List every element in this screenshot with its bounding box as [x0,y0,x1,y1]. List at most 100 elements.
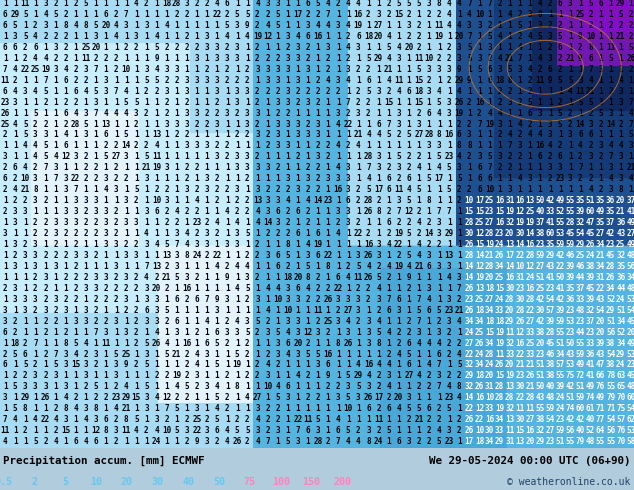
Text: 1: 1 [568,10,573,19]
Text: 2: 2 [33,21,37,30]
Text: 8: 8 [63,339,68,347]
Text: 1: 1 [164,32,169,41]
Text: 5: 5 [457,361,462,369]
Text: 2: 2 [31,477,37,487]
Text: 6: 6 [295,207,300,216]
Text: 2: 2 [215,196,219,205]
Text: 3: 3 [184,426,189,435]
Text: 1: 1 [326,393,330,402]
Text: 1: 1 [285,76,290,85]
Text: 25: 25 [192,415,202,424]
Text: 1: 1 [235,306,240,315]
Text: 3: 3 [104,328,108,337]
Text: 1: 1 [134,163,139,172]
Text: 2: 2 [174,10,179,19]
Text: 1: 1 [326,120,330,128]
Text: 1: 1 [578,0,583,8]
Text: 2: 2 [13,174,18,183]
Text: 7: 7 [396,207,401,216]
Text: 3: 3 [275,339,280,347]
Text: 3: 3 [295,76,300,85]
Text: 4: 4 [84,339,88,347]
Text: 31: 31 [485,382,494,392]
Text: 11: 11 [313,306,323,315]
Text: 1: 1 [376,43,381,52]
Text: 26: 26 [495,361,504,369]
Text: 7: 7 [467,32,472,41]
Text: 4: 4 [215,382,219,392]
Text: 29: 29 [616,349,625,359]
Text: 1: 1 [366,218,371,227]
Text: 6: 6 [215,328,219,337]
Text: 15: 15 [414,76,424,85]
Text: 14: 14 [475,251,484,260]
Text: 35: 35 [576,196,585,205]
Text: 21: 21 [414,415,424,424]
Text: 4: 4 [23,163,27,172]
Text: 1: 1 [104,404,108,413]
Text: 32: 32 [505,218,514,227]
Text: 1: 1 [104,98,108,107]
Text: 2: 2 [396,339,401,347]
Text: 1: 1 [618,109,623,118]
Text: 12: 12 [263,32,272,41]
Text: 1: 1 [386,142,391,150]
Text: 27: 27 [526,317,534,326]
Text: 1: 1 [215,284,219,293]
Text: 3: 3 [3,152,8,161]
Text: 1: 1 [336,65,340,74]
Text: 3: 3 [164,120,169,128]
Text: 3: 3 [144,207,149,216]
Text: 2: 2 [195,207,199,216]
Text: 2: 2 [376,404,381,413]
Text: 4: 4 [618,142,623,150]
Text: 4: 4 [174,207,179,216]
Text: 1: 1 [275,273,280,282]
Text: 4: 4 [497,32,502,41]
Text: 4: 4 [104,109,108,118]
Text: 14: 14 [606,120,615,128]
Text: 23: 23 [1,98,10,107]
Text: 1: 1 [507,32,512,41]
Text: 9: 9 [548,76,552,85]
Text: 1: 1 [225,251,230,260]
Text: 6: 6 [366,76,371,85]
Text: 5: 5 [124,130,129,140]
Text: 6: 6 [154,207,158,216]
Text: 2: 2 [144,109,149,118]
Text: 2: 2 [346,142,351,150]
Text: 28: 28 [505,393,514,402]
Text: 1: 1 [427,185,431,194]
Text: 1: 1 [225,349,230,359]
Text: 4: 4 [154,393,158,402]
Text: 1: 1 [84,10,88,19]
Text: 3: 3 [53,163,58,172]
Text: 2: 2 [487,21,492,30]
Text: 5: 5 [406,229,411,238]
Text: 13: 13 [505,240,514,249]
Text: 8: 8 [326,262,330,271]
Text: 1: 1 [174,21,179,30]
Text: 1: 1 [295,251,300,260]
Text: 49: 49 [555,196,565,205]
Text: 1: 1 [104,196,108,205]
Text: 4: 4 [63,130,68,140]
Text: 4: 4 [417,339,421,347]
Text: 4: 4 [134,426,139,435]
Text: 31: 31 [596,273,605,282]
Text: 1: 1 [3,142,8,150]
Text: 45: 45 [626,317,634,326]
Text: 21: 21 [354,130,363,140]
Text: 2: 2 [84,229,88,238]
Text: 30: 30 [152,477,164,487]
Text: 1: 1 [205,361,209,369]
Text: 5: 5 [386,426,391,435]
Text: 1: 1 [346,152,351,161]
Text: 1: 1 [386,415,391,424]
Text: 28: 28 [465,218,474,227]
Text: 3: 3 [255,426,260,435]
Text: 2: 2 [406,163,411,172]
Text: 38: 38 [545,371,555,380]
Text: 39: 39 [576,207,585,216]
Text: 3: 3 [164,196,169,205]
